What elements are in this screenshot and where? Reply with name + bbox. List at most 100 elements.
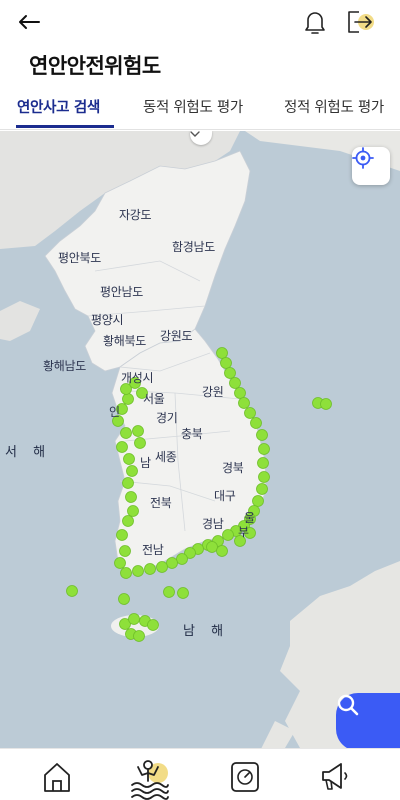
accident-marker[interactable] [250,417,262,429]
label-jeonnam: 전남 [142,543,164,557]
label-gyeonggi: 경기 [156,411,178,425]
label-chungnam: 남 [140,456,151,470]
accident-marker[interactable] [66,585,78,597]
search-icon [337,694,359,716]
tab-accident-search[interactable]: 연안사고 검색 [17,100,100,116]
label-pyeongnam: 평안남도 [100,285,143,299]
label-chungbuk: 충북 [181,427,203,441]
map-view[interactable]: 자강도 함경남도 평안북도 평안남도 평양시 황해북도 강원도 황해남도 개성시… [0,131,400,748]
top-bar [0,0,400,46]
map-canvas [0,131,400,748]
arrow-left-icon [19,15,40,29]
accident-marker[interactable] [177,587,189,599]
accident-marker[interactable] [118,593,130,605]
accident-marker[interactable] [320,398,332,410]
accident-marker[interactable] [120,427,132,439]
accident-marker[interactable] [257,457,269,469]
accident-marker[interactable] [116,529,128,541]
accident-marker[interactable] [116,403,128,415]
accident-marker[interactable] [122,393,134,405]
accident-marker[interactable] [229,377,241,389]
accident-marker[interactable] [129,377,141,389]
label-hamgyeongnam: 함경남도 [172,240,215,254]
accident-marker[interactable] [144,563,156,575]
accident-marker[interactable] [238,397,250,409]
bell-icon [305,12,325,34]
label-gangwon-north: 강원도 [160,329,193,343]
accident-marker[interactable] [120,567,132,579]
active-tab-indicator [16,125,114,128]
back-button[interactable] [14,8,44,36]
tab-static-risk[interactable]: 정적 위험도 평가 [284,100,384,116]
accident-marker[interactable] [244,407,256,419]
accident-marker[interactable] [176,553,188,565]
label-busan: 부 [238,525,249,539]
accident-marker[interactable] [134,437,146,449]
accident-marker[interactable] [256,483,268,495]
accident-marker[interactable] [163,586,175,598]
bottom-nav [0,748,400,800]
accident-marker[interactable] [234,535,246,547]
label-yellow-sea: 서 해 [5,445,52,460]
label-hwanghaebuk: 황해북도 [103,334,146,348]
accident-marker[interactable] [216,545,228,557]
accident-marker[interactable] [224,367,236,379]
tab-dynamic-risk[interactable]: 동적 위험도 평가 [143,100,243,116]
accident-marker[interactable] [126,465,138,477]
accident-marker[interactable] [123,453,135,465]
search-button[interactable] [336,693,400,748]
accident-marker[interactable] [120,383,132,395]
accident-marker[interactable] [122,477,134,489]
label-kaesong: 개성시 [121,371,154,385]
accident-marker[interactable] [128,613,140,625]
home-icon [44,763,70,792]
label-incheon: 인 [109,405,120,419]
nav-home[interactable] [35,759,79,800]
label-jeonbuk: 전북 [150,496,172,510]
locate-button[interactable] [352,147,390,185]
accident-marker[interactable] [114,557,126,569]
accident-marker[interactable] [136,387,148,399]
accident-marker[interactable] [222,529,234,541]
accident-marker[interactable] [122,515,134,527]
accident-marker[interactable] [184,547,196,559]
label-gangwon-south: 강원 [202,385,224,399]
accident-marker[interactable] [244,527,256,539]
accident-marker[interactable] [119,545,131,557]
accident-marker[interactable] [119,618,131,630]
accident-marker[interactable] [125,491,137,503]
notification-button[interactable] [301,7,329,37]
nav-announcement[interactable] [313,759,357,800]
accident-marker[interactable] [258,471,270,483]
tab-bar: 연안사고 검색 동적 위험도 평가 정적 위험도 평가 [0,88,400,130]
accident-marker[interactable] [112,415,124,427]
label-gyeongbuk: 경북 [222,461,244,475]
accident-marker[interactable] [132,425,144,437]
logout-icon [348,11,374,33]
accident-marker[interactable] [252,495,264,507]
accident-marker[interactable] [206,541,218,553]
accident-marker[interactable] [156,561,168,573]
china-land [0,131,240,249]
accident-marker[interactable] [234,387,246,399]
accident-marker[interactable] [220,357,232,369]
label-sejong: 세종 [155,450,177,464]
accident-marker[interactable] [132,565,144,577]
accident-marker[interactable] [147,619,159,631]
accident-marker[interactable] [256,429,268,441]
crosshair-icon [352,147,374,169]
collapse-map-button[interactable] [190,131,212,145]
label-seoul: 서울 [143,392,165,406]
accident-marker[interactable] [258,443,270,455]
accident-marker[interactable] [133,630,145,642]
accident-marker[interactable] [166,557,178,569]
accident-marker[interactable] [216,347,228,359]
chevron-down-icon [190,131,200,137]
logout-button[interactable] [344,7,378,37]
accident-markers [66,347,332,642]
accident-marker[interactable] [127,505,139,517]
label-ulsan: 울 [244,511,255,525]
accident-marker[interactable] [116,441,128,453]
nav-coastal-safety[interactable] [128,759,172,800]
nav-dashboard[interactable] [223,759,267,800]
